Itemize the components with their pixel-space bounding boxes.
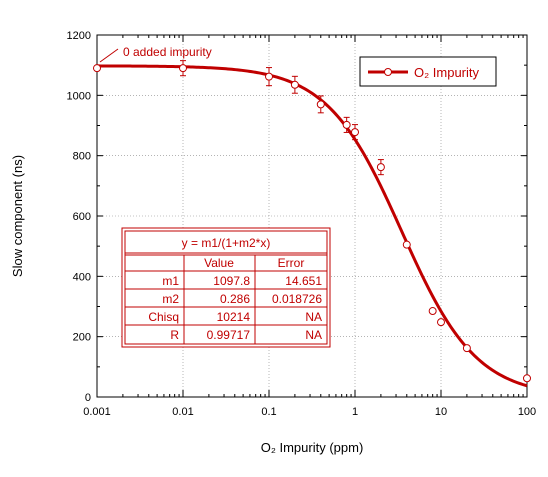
y-tick-label: 400 [73,271,91,283]
fit-table-cell: m1 [162,274,179,288]
data-point [437,318,445,327]
x-tick-label: 0.1 [261,406,276,418]
legend-label: O₂ Impurity [414,65,480,80]
data-point [376,163,385,172]
data-point [351,128,359,137]
legend: O₂ Impurity [359,56,497,87]
annotation-zero-impurity: 0 added impurity [99,45,212,63]
x-axis-title: O₂ Impurity (ppm) [261,440,364,455]
legend-marker [384,68,392,76]
grid [97,35,527,397]
data-point [290,80,299,89]
fit-table-cell: m2 [162,292,179,306]
data-point [179,64,187,73]
x-tick-label: 100 [518,406,536,418]
annotation-text: 0 added impurity [123,45,212,59]
x-tick-label: 10 [435,406,447,418]
data-point [265,72,273,81]
fit-table-header-error: Error [278,256,305,270]
fit-curve [97,64,528,388]
y-tick-label: 0 [85,392,91,404]
y-tick-label: 200 [73,332,91,344]
y-tick-label: 600 [73,211,91,223]
fit-table-cell: 10214 [217,310,251,324]
fit-table-cell: 0.286 [220,292,250,306]
x-tick-label: 0.01 [172,406,193,418]
fit-table-cell: R [170,328,179,342]
fit-table-cell: 0.99717 [207,328,251,342]
fit-table-cell: 1097.8 [213,274,250,288]
fit-table-title: y = m1/(1+m2*x) [182,236,271,250]
x-tick-label: 1 [352,406,358,418]
y-axis-title: Slow component (ns) [10,155,25,277]
axis-ticks: 0 200 400 600 800 1000 1200 0.001 0.01 0.1 1 10 100 [67,30,537,418]
data-point [523,374,531,383]
fit-table-cell: NA [305,328,322,342]
y-tick-label: 1200 [67,30,91,42]
fit-table-cell: 14.651 [285,274,322,288]
data-point [93,64,101,73]
fit-table-cell: NA [305,310,322,324]
data-point [342,120,351,129]
x-tick-label: 0.001 [83,406,111,418]
y-tick-label: 800 [73,151,91,163]
data-point [462,344,471,353]
fit-table-header-value: Value [204,256,234,270]
data-point [316,100,325,109]
data-point [428,307,437,316]
fit-table: y = m1/(1+m2*x) Value Error m1 1097.8 14… [121,227,331,348]
fit-table-cell: 0.018726 [272,292,322,306]
fit-table-cell: Chisq [148,310,179,324]
y-tick-label: 1000 [67,90,91,102]
data-point [402,240,411,249]
fit-curve-line [97,64,528,388]
data-points [93,60,531,383]
